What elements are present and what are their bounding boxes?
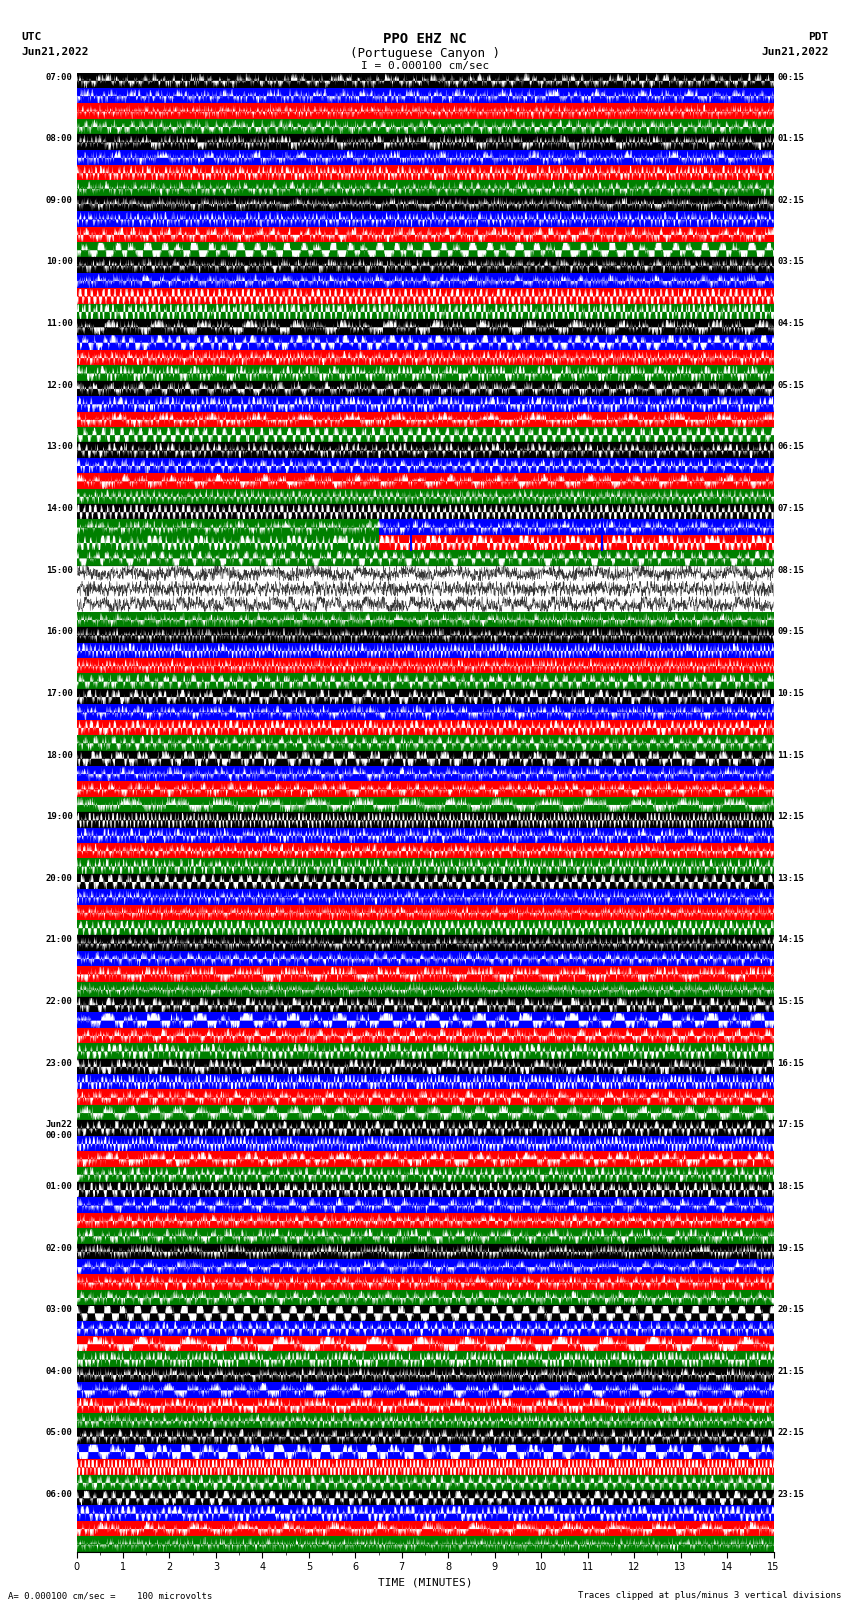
Text: 16:15: 16:15: [777, 1058, 804, 1068]
Text: 17:00: 17:00: [46, 689, 73, 698]
Text: 21:15: 21:15: [777, 1366, 804, 1376]
Text: 20:15: 20:15: [777, 1305, 804, 1315]
Text: 07:15: 07:15: [777, 503, 804, 513]
Text: 00:15: 00:15: [777, 73, 804, 82]
Text: 15:15: 15:15: [777, 997, 804, 1007]
Text: 01:15: 01:15: [777, 134, 804, 144]
Text: PDT: PDT: [808, 32, 829, 42]
Text: 19:15: 19:15: [777, 1244, 804, 1253]
Text: 17:15: 17:15: [777, 1121, 804, 1129]
Text: 11:00: 11:00: [46, 319, 73, 327]
Text: 13:00: 13:00: [46, 442, 73, 452]
Text: 23:15: 23:15: [777, 1490, 804, 1498]
Text: 22:15: 22:15: [777, 1429, 804, 1437]
Text: 12:15: 12:15: [777, 813, 804, 821]
Text: 08:00: 08:00: [46, 134, 73, 144]
Text: 22:00: 22:00: [46, 997, 73, 1007]
Text: (Portuguese Canyon ): (Portuguese Canyon ): [350, 47, 500, 60]
Text: 16:00: 16:00: [46, 627, 73, 636]
Text: 21:00: 21:00: [46, 936, 73, 944]
Text: 10:15: 10:15: [777, 689, 804, 698]
Text: 09:15: 09:15: [777, 627, 804, 636]
Text: PPO EHZ NC: PPO EHZ NC: [383, 32, 467, 47]
Text: Jun22
00:00: Jun22 00:00: [46, 1121, 73, 1140]
Text: 05:15: 05:15: [777, 381, 804, 390]
Text: 06:15: 06:15: [777, 442, 804, 452]
Text: 18:00: 18:00: [46, 750, 73, 760]
Text: 08:15: 08:15: [777, 566, 804, 574]
Text: 14:00: 14:00: [46, 503, 73, 513]
Text: 13:15: 13:15: [777, 874, 804, 882]
Text: I = 0.000100 cm/sec: I = 0.000100 cm/sec: [361, 61, 489, 71]
Text: 04:00: 04:00: [46, 1366, 73, 1376]
Text: 01:00: 01:00: [46, 1182, 73, 1190]
X-axis label: TIME (MINUTES): TIME (MINUTES): [377, 1578, 473, 1587]
Text: 09:00: 09:00: [46, 195, 73, 205]
Text: UTC: UTC: [21, 32, 42, 42]
Text: 14:15: 14:15: [777, 936, 804, 944]
Text: 12:00: 12:00: [46, 381, 73, 390]
Text: Jun21,2022: Jun21,2022: [21, 47, 88, 56]
Text: 05:00: 05:00: [46, 1429, 73, 1437]
Text: 03:15: 03:15: [777, 258, 804, 266]
Text: 03:00: 03:00: [46, 1305, 73, 1315]
Text: Jun21,2022: Jun21,2022: [762, 47, 829, 56]
Text: 20:00: 20:00: [46, 874, 73, 882]
Text: 11:15: 11:15: [777, 750, 804, 760]
Text: A= 0.000100 cm/sec =    100 microvolts: A= 0.000100 cm/sec = 100 microvolts: [8, 1590, 212, 1600]
Text: 10:00: 10:00: [46, 258, 73, 266]
Text: 23:00: 23:00: [46, 1058, 73, 1068]
Text: 07:00: 07:00: [46, 73, 73, 82]
Text: Traces clipped at plus/minus 3 vertical divisions: Traces clipped at plus/minus 3 vertical …: [578, 1590, 842, 1600]
Text: 06:00: 06:00: [46, 1490, 73, 1498]
Text: 19:00: 19:00: [46, 813, 73, 821]
Text: 02:00: 02:00: [46, 1244, 73, 1253]
Text: 18:15: 18:15: [777, 1182, 804, 1190]
Text: 04:15: 04:15: [777, 319, 804, 327]
Text: 15:00: 15:00: [46, 566, 73, 574]
Text: 02:15: 02:15: [777, 195, 804, 205]
